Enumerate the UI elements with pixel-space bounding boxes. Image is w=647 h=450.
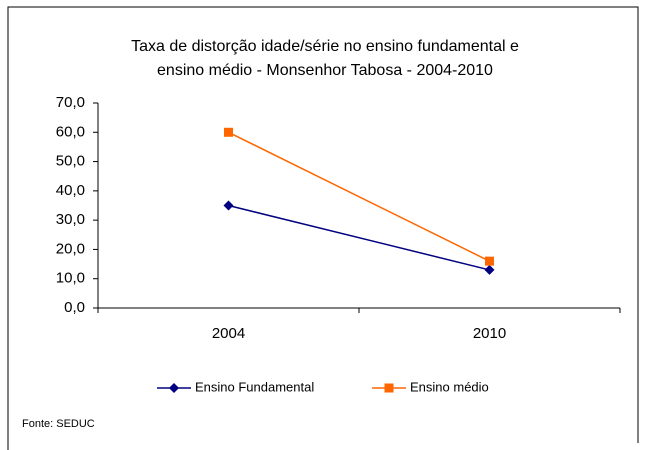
y-tick-label: 10,0 (56, 270, 85, 287)
legend-marker (384, 383, 394, 393)
series-line (228, 131, 490, 262)
y-tick-label: 30,0 (56, 211, 85, 228)
source: Fonte: SEDUC (22, 418, 95, 430)
point (484, 264, 495, 275)
y-tick-label: 50,0 (56, 153, 85, 170)
y-tick-label: 0,0 (64, 299, 85, 316)
y-tick-label: 40,0 (56, 182, 85, 199)
series-line (228, 204, 490, 271)
y-tick-label: 70,0 (56, 94, 85, 111)
y-tick-label: 60,0 (56, 123, 85, 140)
point (223, 200, 234, 211)
x-tick-label: 2010 (473, 325, 506, 342)
legend-marker (169, 383, 179, 393)
point (224, 127, 233, 137)
legend-label: Ensino médio (410, 379, 489, 394)
frame (7, 6, 639, 450)
x-tick-label: 2004 (212, 325, 245, 342)
y-tick-label: 20,0 (56, 240, 85, 257)
legend-label: Ensino Fundamental (195, 379, 314, 394)
chart-title: Taxa de distorção idade/série no ensino … (131, 38, 519, 55)
point (485, 256, 494, 266)
chart-title: ensino médio - Monsenhor Tabosa - 2004-2… (157, 62, 493, 79)
